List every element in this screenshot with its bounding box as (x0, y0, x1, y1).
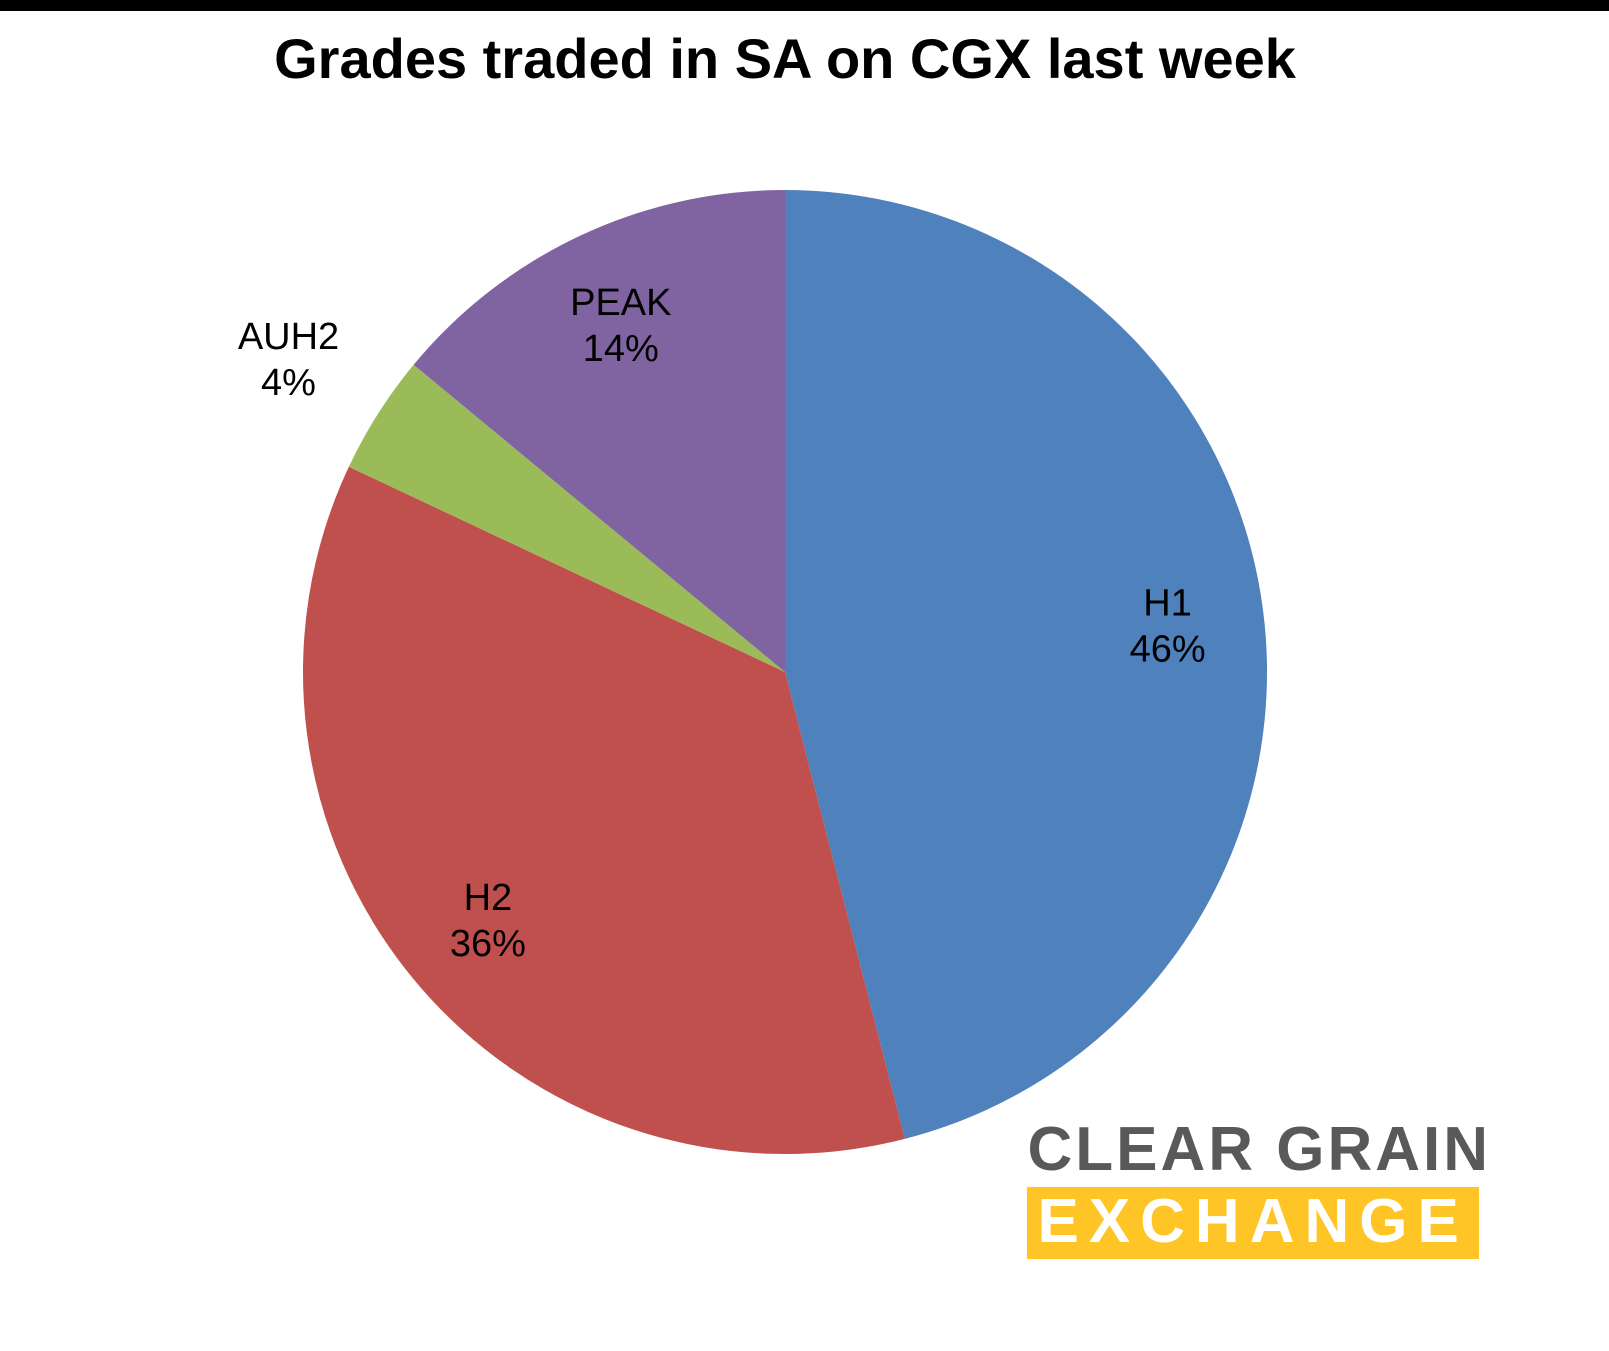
pie-label-h2: H2 36% (450, 877, 526, 965)
pie-slice-auh2 (348, 364, 785, 672)
pie-slice-peak (413, 190, 785, 672)
cgx-logo: CLEAR GRAIN EXCHANGE (1027, 1119, 1491, 1259)
logo-exchange-text: EXCHANGE (1027, 1187, 1479, 1259)
chart-title: Grades traded in SA on CGX last week (274, 27, 1296, 90)
pie-slice-h1 (785, 190, 1268, 1139)
pie-label-h1: H1 46% (1130, 583, 1206, 671)
pie-label-auh2: AUH2 4% (238, 316, 339, 404)
top-bar (0, 0, 1609, 11)
pie-label-peak: PEAK 14% (570, 282, 671, 370)
pie-slice-h2 (302, 466, 905, 1155)
logo-clear-grain-text: CLEAR GRAIN (1027, 1115, 1491, 1184)
